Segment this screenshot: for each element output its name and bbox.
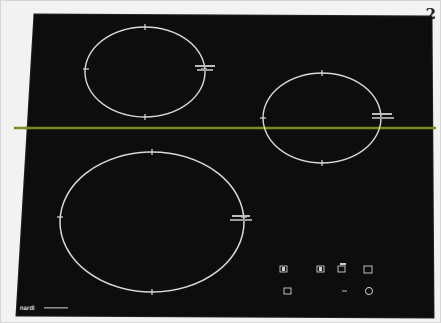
control-key-3[interactable] — [337, 265, 346, 273]
control-key-5[interactable] — [283, 287, 292, 295]
zone-label-rear-right — [372, 113, 394, 119]
control-key-7[interactable] — [365, 287, 373, 295]
brand-logo: nardi — [20, 306, 68, 312]
zone-label-rear-left — [195, 65, 215, 71]
brand-logo-text: nardi — [20, 306, 35, 312]
control-key-2[interactable] — [316, 265, 325, 273]
control-display — [282, 263, 346, 271]
cooktop-drawing: nardi — [14, 13, 436, 319]
cooktop: nardi — [14, 12, 436, 320]
control-key-4[interactable] — [363, 265, 373, 274]
touch-control-panel — [279, 265, 373, 295]
control-key-1[interactable] — [279, 265, 288, 273]
figure-number: 2 — [425, 5, 436, 23]
zone-label-front-left — [230, 215, 252, 221]
glass-surface — [15, 13, 435, 319]
